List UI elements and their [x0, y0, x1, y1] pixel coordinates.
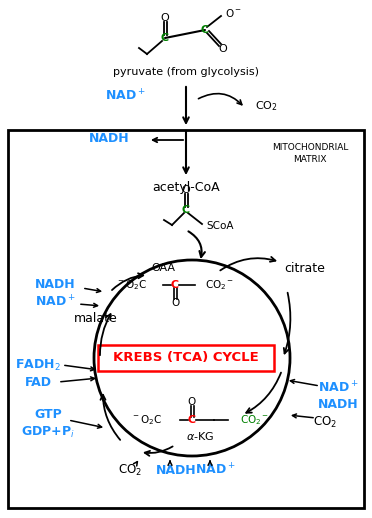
Text: O: O [161, 13, 169, 23]
Text: SCoA: SCoA [206, 221, 234, 231]
Text: CO$_2$: CO$_2$ [313, 414, 337, 429]
Text: pyruvate (from glycolysis): pyruvate (from glycolysis) [113, 67, 259, 77]
Text: NADH: NADH [89, 132, 130, 145]
Text: KREBS (TCA) CYCLE: KREBS (TCA) CYCLE [113, 352, 259, 365]
Text: C: C [171, 280, 179, 290]
Text: FADH$_2$: FADH$_2$ [15, 357, 61, 372]
Text: $\alpha$-KG: $\alpha$-KG [186, 430, 214, 442]
Text: O: O [188, 397, 196, 407]
Text: CO$_2$: CO$_2$ [255, 99, 278, 113]
Text: GTP: GTP [34, 409, 62, 422]
Text: CO$_2$$^-$: CO$_2$$^-$ [205, 278, 234, 292]
Text: C: C [188, 415, 196, 425]
Text: NADH: NADH [156, 464, 196, 477]
Text: GDP+P$_i$: GDP+P$_i$ [21, 424, 75, 440]
Text: C: C [201, 25, 209, 35]
Text: citrate: citrate [285, 262, 326, 275]
Text: $^-$O$_2$C: $^-$O$_2$C [116, 278, 147, 292]
FancyBboxPatch shape [98, 345, 274, 371]
Text: CO$_2$: CO$_2$ [118, 463, 142, 478]
Text: NAD$^+$: NAD$^+$ [35, 294, 76, 310]
Text: NADH: NADH [35, 279, 75, 292]
Text: FAD: FAD [25, 376, 51, 388]
Text: MATRIX: MATRIX [293, 155, 327, 165]
Text: OAA: OAA [151, 263, 175, 273]
Text: malate: malate [74, 311, 118, 324]
Text: NAD$^+$: NAD$^+$ [195, 463, 235, 478]
Text: NADH: NADH [318, 398, 358, 411]
Text: C: C [161, 33, 169, 43]
Text: CO$_2$$^-$: CO$_2$$^-$ [240, 413, 269, 427]
Text: NAD$^+$: NAD$^+$ [105, 89, 145, 104]
Text: O$^-$: O$^-$ [225, 7, 242, 19]
Text: O: O [219, 44, 227, 54]
Text: O: O [171, 298, 179, 308]
Text: NAD$^+$: NAD$^+$ [318, 380, 358, 396]
Text: acetyl-CoA: acetyl-CoA [152, 181, 220, 194]
Text: $^-$O$_2$C: $^-$O$_2$C [131, 413, 162, 427]
Text: C: C [182, 205, 190, 215]
Text: MITOCHONDRIAL: MITOCHONDRIAL [272, 143, 348, 152]
Bar [8, 130, 364, 508]
Text: O: O [182, 185, 190, 195]
